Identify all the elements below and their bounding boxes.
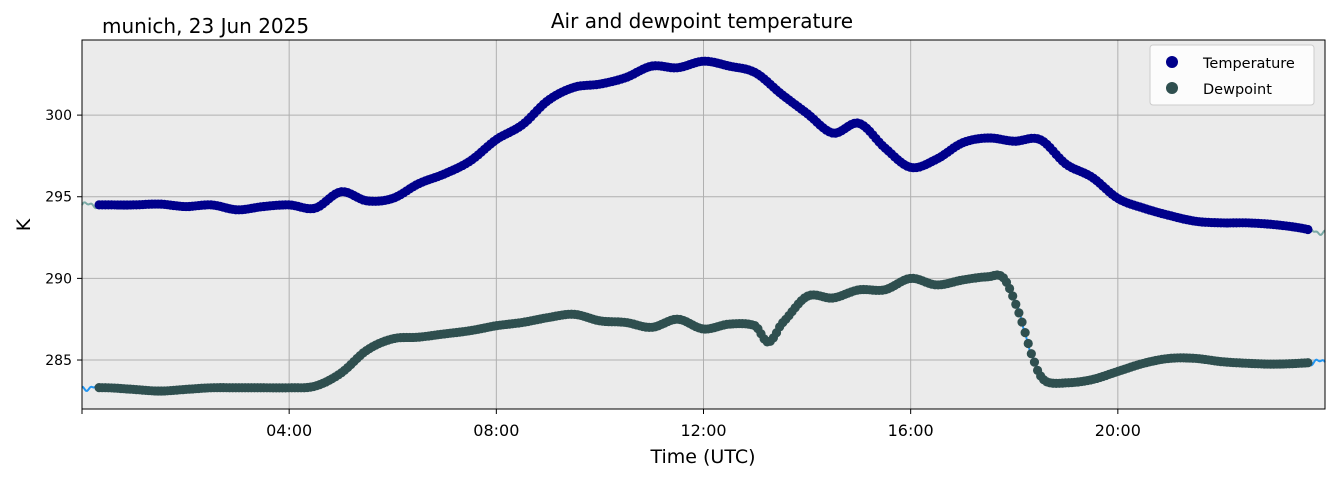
grid-lines bbox=[82, 40, 1325, 409]
x-tick-label: 20:00 bbox=[1095, 421, 1141, 440]
chart-subtitle: munich, 23 Jun 2025 bbox=[102, 14, 309, 38]
x-tick-label: 12:00 bbox=[680, 421, 726, 440]
legend-marker-temperature bbox=[1166, 56, 1178, 68]
y-tick-label: 285 bbox=[45, 353, 72, 369]
data-point-dewpoint bbox=[1014, 308, 1024, 318]
data-point-dewpoint bbox=[1023, 338, 1033, 349]
y-tick-label: 300 bbox=[45, 108, 72, 124]
y-axis: 285 290 295 300 bbox=[45, 108, 82, 369]
data-point-temperature bbox=[1303, 224, 1313, 235]
y-tick-label: 295 bbox=[45, 190, 72, 206]
data-point-dewpoint bbox=[1011, 299, 1021, 309]
y-axis-label: K bbox=[13, 218, 35, 231]
x-axis-label: Time (UTC) bbox=[649, 446, 755, 468]
y-tick-label: 290 bbox=[45, 271, 72, 287]
x-tick-label: 08:00 bbox=[473, 421, 519, 440]
chart-title: Air and dewpoint temperature bbox=[551, 9, 853, 33]
x-axis: 04:00 08:00 12:00 16:00 20:00 bbox=[81, 409, 1141, 440]
legend-box bbox=[1149, 44, 1315, 106]
data-point-dewpoint bbox=[1017, 317, 1027, 327]
data-point-dewpoint bbox=[1020, 328, 1030, 338]
legend-label-temperature: Temperature bbox=[1202, 56, 1295, 72]
data-point-dewpoint bbox=[1004, 283, 1015, 294]
x-tick-label: 04:00 bbox=[266, 421, 312, 440]
series-temperature bbox=[94, 56, 1313, 235]
x-tick-label: 16:00 bbox=[888, 421, 934, 440]
smoothed-series-markers bbox=[94, 56, 1313, 396]
data-point-dewpoint bbox=[1026, 349, 1036, 359]
legend: Temperature Dewpoint bbox=[1149, 44, 1315, 106]
legend-label-dewpoint: Dewpoint bbox=[1203, 82, 1272, 98]
legend-marker-dewpoint bbox=[1166, 82, 1178, 94]
data-point-dewpoint bbox=[1029, 357, 1040, 367]
data-point-dewpoint bbox=[1303, 358, 1313, 368]
series-dewpoint bbox=[94, 270, 1313, 396]
data-point-dewpoint bbox=[1008, 291, 1018, 301]
